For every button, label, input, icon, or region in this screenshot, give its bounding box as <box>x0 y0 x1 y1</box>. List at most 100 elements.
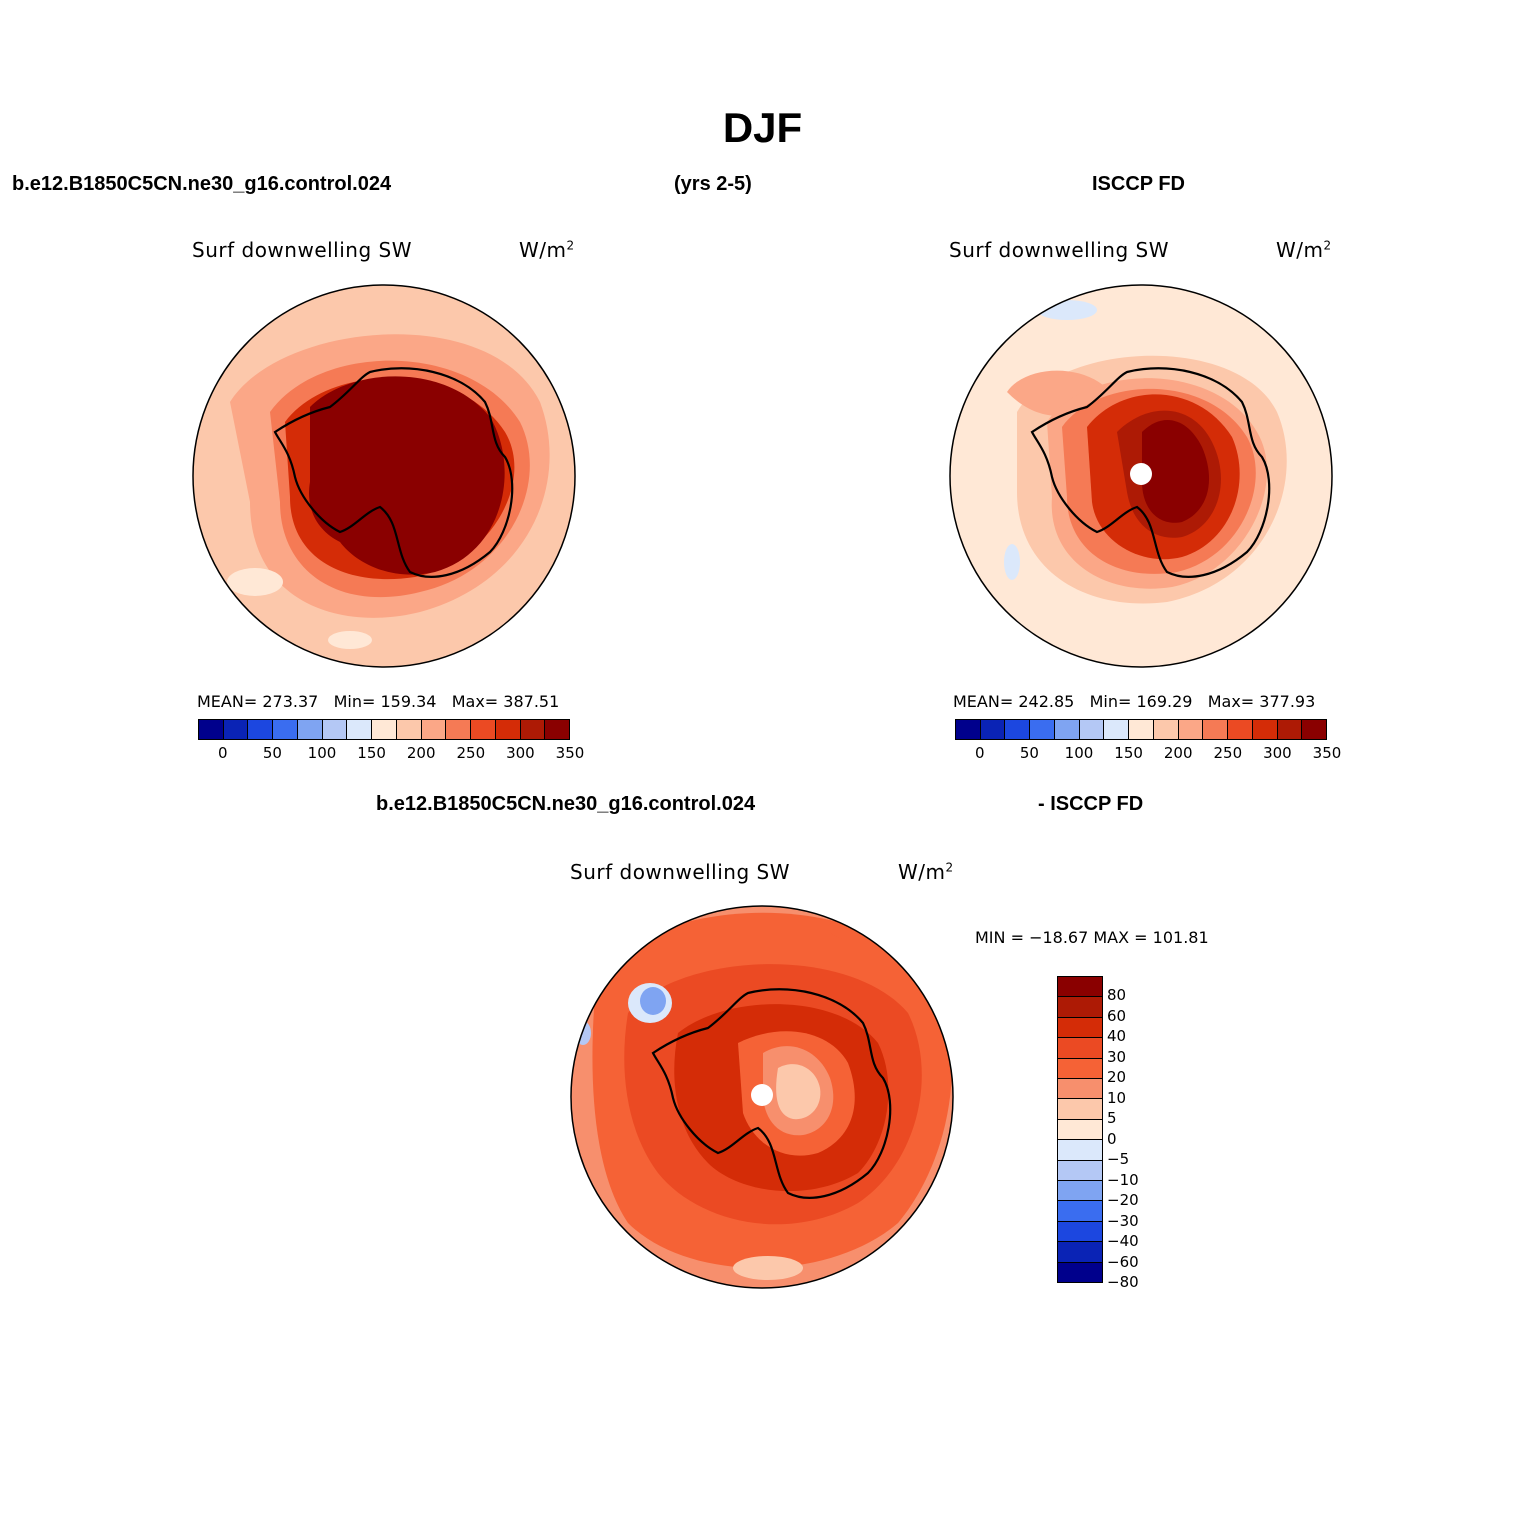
colorbar-cell <box>1153 720 1179 739</box>
colorbar-tick-label: 10 <box>1107 1088 1127 1107</box>
colorbar-cell <box>520 720 546 739</box>
colorbar-tick-label: 250 <box>456 744 486 762</box>
colorbar-cell <box>545 720 570 739</box>
colorbar-cell <box>297 720 323 739</box>
p2-interior <box>1142 420 1210 523</box>
colorbar-cell <box>1058 1038 1102 1059</box>
colorbar-cell <box>421 720 447 739</box>
colorbar-cell <box>980 720 1006 739</box>
colorbar-tick-label: −30 <box>1107 1211 1139 1230</box>
colorbar-tick-label: 50 <box>262 744 282 762</box>
colorbar-tick-label: 50 <box>1019 744 1039 762</box>
colorbar-tick-label: 350 <box>555 744 585 762</box>
colorbar-tick-label: 300 <box>506 744 535 762</box>
panel2-stats: MEAN= 242.85 Min= 169.29 Max= 377.93 <box>953 692 1316 711</box>
colorbar-cell <box>471 720 496 739</box>
colorbar-cell <box>495 720 521 739</box>
p3-neg-core <box>640 987 666 1015</box>
p3-neg-edge <box>575 1021 591 1045</box>
colorbar-tick-label: −10 <box>1107 1170 1139 1189</box>
colorbar-cell <box>1058 1221 1102 1243</box>
panel2-units: W/m2 <box>1276 238 1332 262</box>
colorbar-cell <box>372 720 397 739</box>
panel3-map <box>570 905 954 1289</box>
panel1-colorbar <box>198 719 570 740</box>
colorbar-cell <box>1104 720 1130 739</box>
colorbar-tick-label: −60 <box>1107 1252 1139 1271</box>
p2-border <box>949 284 1333 668</box>
p1-coastline <box>273 367 514 578</box>
colorbar-cell <box>1058 1017 1102 1039</box>
colorbar-tick-label: −20 <box>1107 1191 1139 1210</box>
p1-interior <box>309 376 505 575</box>
p3-border <box>570 905 954 1289</box>
colorbar-tick-label: 20 <box>1107 1068 1127 1087</box>
colorbar-cell <box>1178 720 1204 739</box>
colorbar-tick-label: 350 <box>1312 744 1342 762</box>
colorbar-cell <box>1252 720 1278 739</box>
colorbar-cell <box>1058 1058 1102 1080</box>
p1-border <box>192 284 576 668</box>
panel2-map <box>949 284 1333 668</box>
colorbar-tick-label: 150 <box>1114 744 1143 762</box>
colorbar-cell <box>956 720 981 739</box>
colorbar-cell <box>273 720 298 739</box>
colorbar-tick-label: 100 <box>307 744 337 762</box>
case-label: b.e12.B1850C5CN.ne30_g16.control.024 <box>12 173 392 195</box>
colorbar-tick-label: 0 <box>218 744 228 762</box>
panel1-units: W/m2 <box>519 238 575 262</box>
colorbar-cell <box>1030 720 1055 739</box>
colorbar-tick-label: −80 <box>1107 1273 1139 1291</box>
colorbar-cell <box>1058 1119 1102 1141</box>
obs-label: ISCCP FD <box>1092 173 1185 195</box>
p2-pole-hole <box>1130 463 1152 485</box>
colorbar-cell <box>1058 1242 1102 1263</box>
panel3-minmax: MIN = −18.67 MAX = 101.81 <box>975 928 1209 947</box>
colorbar-tick-label: 200 <box>406 744 436 762</box>
colorbar-cell <box>1054 720 1080 739</box>
diff-obs-label: - ISCCP FD <box>1038 793 1144 815</box>
colorbar-tick-label: 150 <box>357 744 386 762</box>
panel3-units: W/m2 <box>898 860 954 884</box>
p2-coastline <box>1030 367 1271 578</box>
p1-light-patch2 <box>328 631 372 649</box>
p3-light-patch <box>733 1256 803 1280</box>
p1-light-patch <box>227 568 283 596</box>
p2-blue-patch2 <box>1004 544 1020 580</box>
colorbar-tick-label: −5 <box>1107 1150 1130 1169</box>
colorbar-cell <box>1058 1079 1102 1100</box>
colorbar-cell <box>248 720 274 739</box>
colorbar-cell <box>1058 1099 1102 1120</box>
colorbar-cell <box>1079 720 1105 739</box>
colorbar-cell <box>1277 720 1303 739</box>
colorbar-cell <box>347 720 373 739</box>
colorbar-tick-label: 5 <box>1107 1109 1117 1128</box>
colorbar-cell <box>1203 720 1229 739</box>
panel1-map <box>192 284 576 668</box>
colorbar-cell <box>1058 1181 1102 1202</box>
colorbar-cell <box>1228 720 1253 739</box>
colorbar-cell <box>1129 720 1154 739</box>
colorbar-tick-label: 0 <box>975 744 985 762</box>
colorbar-cell <box>1058 1160 1102 1182</box>
panel1-title: Surf downwelling SW <box>192 238 412 262</box>
colorbar-tick-label: 60 <box>1107 1006 1127 1025</box>
colorbar-tick-label: 0 <box>1107 1129 1117 1148</box>
years-label: (yrs 2-5) <box>674 173 752 195</box>
panel2-title: Surf downwelling SW <box>949 238 1169 262</box>
colorbar-tick-label: 30 <box>1107 1047 1127 1066</box>
colorbar-cell <box>446 720 472 739</box>
colorbar-tick-label: 100 <box>1064 744 1094 762</box>
p3-pole-hole <box>751 1084 773 1106</box>
colorbar-cell <box>1058 977 1102 998</box>
diff-case-label: b.e12.B1850C5CN.ne30_g16.control.024 <box>376 793 756 815</box>
colorbar-cell <box>1005 720 1031 739</box>
colorbar-cell <box>199 720 224 739</box>
panel3-colorbar <box>1057 976 1103 1283</box>
main-title: DJF <box>722 104 803 151</box>
colorbar-cell <box>1058 1262 1102 1283</box>
p3-interior-10 <box>776 1064 821 1120</box>
panel2-colorbar <box>955 719 1327 740</box>
panel1-stats: MEAN= 273.37 Min= 159.34 Max= 387.51 <box>197 692 560 711</box>
colorbar-cell <box>396 720 422 739</box>
